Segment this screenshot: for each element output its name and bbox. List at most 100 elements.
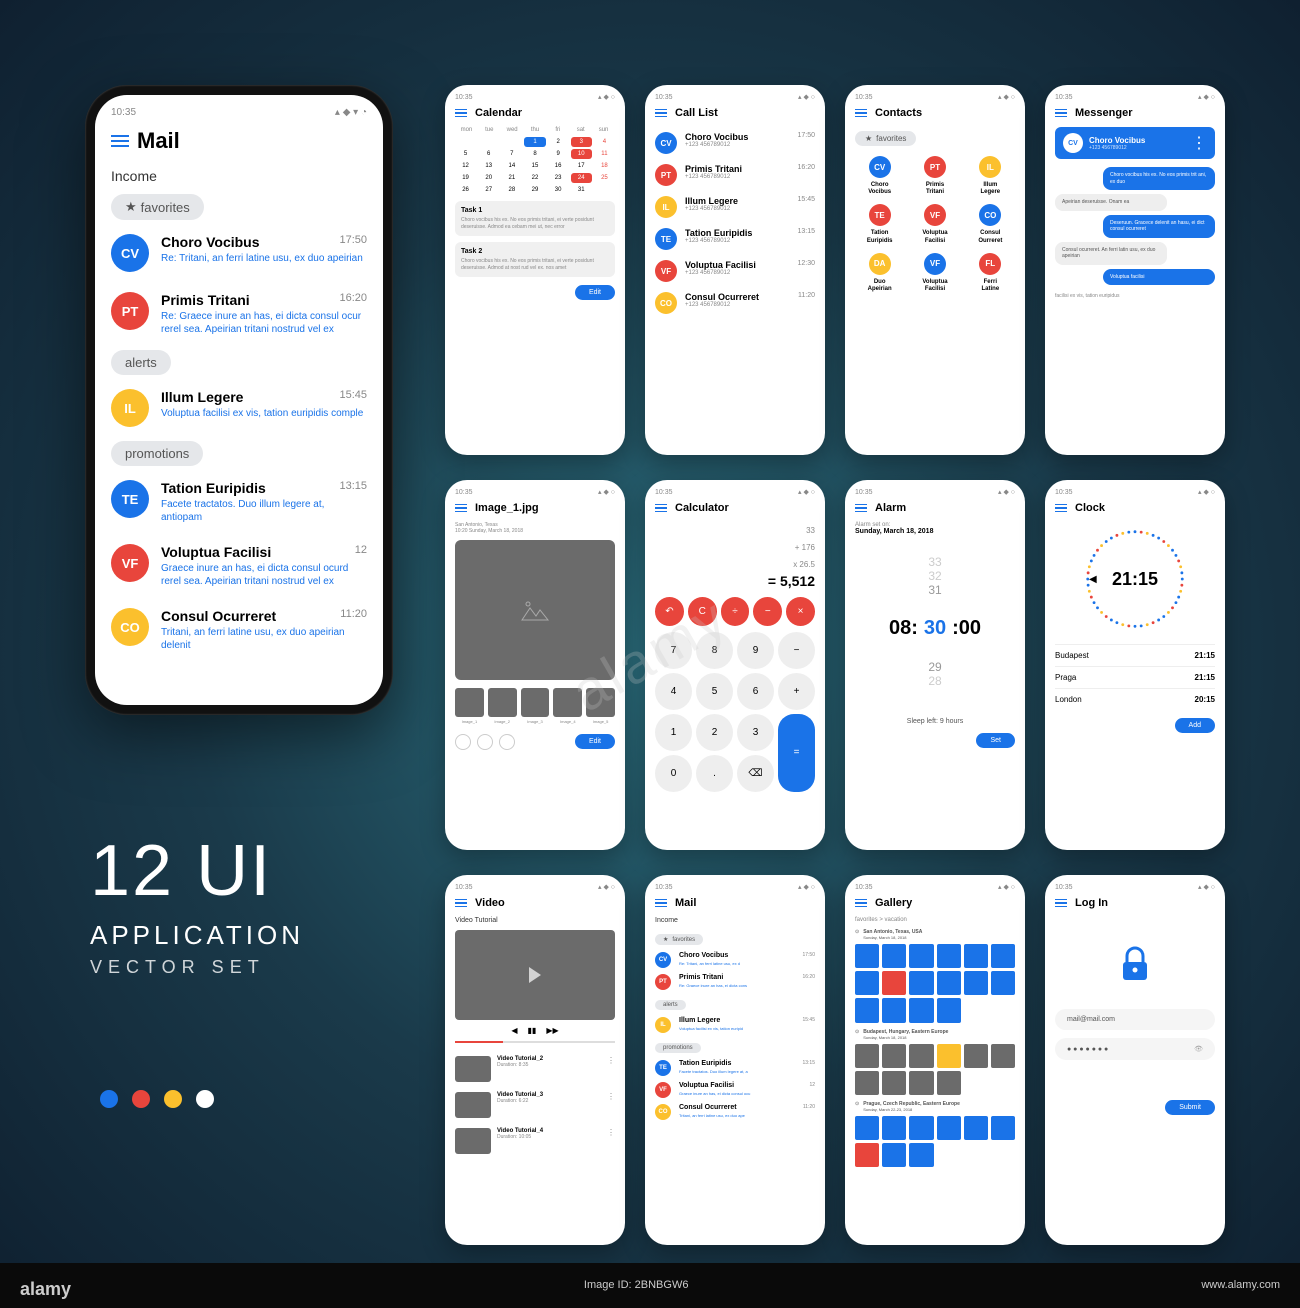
eye-icon[interactable]: 👁 (1194, 1045, 1203, 1053)
calendar-day[interactable]: 31 (571, 185, 592, 195)
gallery-tile[interactable] (882, 1044, 906, 1068)
message-bubble[interactable]: Apeirian deseruisse. Onam ea (1055, 194, 1167, 211)
video-list-item[interactable]: Video Tutorial_3Duration: 6:22 ⋮ (455, 1087, 615, 1123)
calc-op-button[interactable]: C (688, 597, 717, 626)
task-card[interactable]: Task 2Choro vocibus his ex. No eos primi… (455, 242, 615, 277)
menu-icon[interactable] (1055, 109, 1067, 118)
call-item[interactable]: TE Tation Euripidis13:15 +123 456789012 (655, 223, 815, 255)
gallery-tile[interactable] (882, 971, 906, 995)
gallery-tile[interactable] (991, 1044, 1015, 1068)
gallery-tile[interactable] (882, 1071, 906, 1095)
calendar-day[interactable]: 21 (501, 173, 522, 183)
gallery-tile[interactable] (909, 1071, 933, 1095)
calendar-day[interactable]: 30 (548, 185, 569, 195)
progress-bar[interactable] (455, 1041, 615, 1043)
calc-key[interactable]: + (778, 673, 815, 710)
alerts-pill[interactable]: alerts (111, 350, 171, 375)
mail-item[interactable]: CO Consul Ocurreret11:20 Tritani, an fer… (655, 1101, 815, 1123)
calendar-day[interactable]: 18 (594, 161, 615, 171)
action-icon[interactable] (477, 734, 493, 750)
gallery-tile[interactable] (882, 1143, 906, 1167)
calc-key[interactable]: 9 (737, 632, 774, 669)
calc-key[interactable]: − (778, 632, 815, 669)
mail-item[interactable]: IL Illum Legere15:45 Voluptua facilisi e… (111, 379, 367, 437)
calendar-day[interactable]: 20 (478, 173, 499, 183)
calendar-day[interactable]: 2 (548, 137, 569, 147)
calendar-day[interactable]: 14 (501, 161, 522, 171)
calc-key[interactable]: ⌫ (737, 755, 774, 792)
calendar-day[interactable]: 7 (501, 149, 522, 159)
gallery-tile[interactable] (909, 1143, 933, 1167)
mail-item[interactable]: VF Voluptua Facilisi12 Graece inure an h… (111, 534, 367, 598)
contact-item[interactable]: CV ChoroVocibus (855, 156, 904, 196)
action-icon[interactable] (455, 734, 471, 750)
gallery-tile[interactable] (937, 1071, 961, 1095)
gallery-tile[interactable] (855, 971, 879, 995)
calc-key[interactable]: 1 (655, 714, 692, 751)
favorites-pill[interactable]: ★favorites (111, 194, 204, 220)
menu-icon[interactable] (655, 504, 667, 513)
time-picker[interactable]: 08: 30 :00 (855, 617, 1015, 640)
calc-key[interactable]: 4 (655, 673, 692, 710)
clock-city-row[interactable]: Budapest21:15 (1055, 644, 1215, 666)
gallery-tile[interactable] (855, 1116, 879, 1140)
calendar-day[interactable]: 19 (455, 173, 476, 183)
contact-item[interactable]: FL FerriLatine (966, 253, 1015, 293)
gallery-tile[interactable] (964, 944, 988, 968)
message-bubble[interactable]: Deseruun. Gracece delenit an hasu, ei di… (1103, 215, 1215, 238)
clock-city-row[interactable]: London20:15 (1055, 688, 1215, 710)
gallery-tile[interactable] (855, 1071, 879, 1095)
contact-item[interactable]: DA DuoApeirian (855, 253, 904, 293)
calendar-day[interactable]: 10 (571, 149, 592, 159)
menu-icon[interactable] (455, 504, 467, 513)
calendar-day[interactable]: 15 (524, 161, 545, 171)
submit-button[interactable]: Submit (1165, 1100, 1215, 1115)
calc-key[interactable]: = (778, 714, 815, 792)
menu-icon[interactable] (455, 899, 467, 908)
calc-key[interactable]: . (696, 755, 733, 792)
video-controls[interactable]: ◀▮▮▶▶ (455, 1026, 615, 1035)
calc-key[interactable]: 7 (655, 632, 692, 669)
message-bubble[interactable]: Consul ocurreret. An ferri latin usu, ex… (1055, 242, 1167, 265)
calendar-day[interactable]: 1 (524, 137, 545, 147)
calendar-day[interactable]: 11 (594, 149, 615, 159)
calendar-day[interactable]: 27 (478, 185, 499, 195)
calc-op-button[interactable]: × (786, 597, 815, 626)
gallery-tile[interactable] (991, 944, 1015, 968)
calc-op-button[interactable]: ÷ (721, 597, 750, 626)
thumbnail[interactable] (488, 688, 517, 717)
gallery-tile[interactable] (909, 1044, 933, 1068)
contact-item[interactable]: VF VoluptuaFacilisi (910, 204, 959, 244)
contact-item[interactable]: TE TationEuripidis (855, 204, 904, 244)
calendar-day[interactable]: 17 (571, 161, 592, 171)
menu-icon[interactable] (855, 899, 867, 908)
thumbnail[interactable] (521, 688, 550, 717)
calendar-day[interactable]: 4 (594, 137, 615, 147)
calc-op-button[interactable]: − (753, 597, 782, 626)
calendar-day[interactable]: 9 (548, 149, 569, 159)
gallery-tile[interactable] (882, 944, 906, 968)
gallery-tile[interactable] (964, 1044, 988, 1068)
gallery-tile[interactable] (909, 1116, 933, 1140)
calc-key[interactable]: 8 (696, 632, 733, 669)
thumbnail[interactable] (586, 688, 615, 717)
breadcrumb[interactable]: favorites > vacation (855, 917, 1015, 923)
mail-item[interactable]: VF Voluptua Facilisi12 Graece inure an h… (655, 1079, 815, 1101)
menu-icon[interactable] (855, 504, 867, 513)
call-item[interactable]: PT Primis Tritani16:20 +123 456789012 (655, 159, 815, 191)
clock-city-row[interactable]: Praga21:15 (1055, 666, 1215, 688)
calendar-day[interactable]: 23 (548, 173, 569, 183)
gallery-tile[interactable] (964, 1116, 988, 1140)
calendar-day[interactable]: 5 (455, 149, 476, 159)
gallery-tile[interactable] (882, 1116, 906, 1140)
gallery-tile[interactable] (855, 1143, 879, 1167)
contact-item[interactable]: PT PrimisTritani (910, 156, 959, 196)
promotions-pill[interactable]: promotions (111, 441, 203, 466)
calendar-day[interactable]: 24 (571, 173, 592, 183)
calendar-day[interactable]: 6 (478, 149, 499, 159)
contact-item[interactable]: CO ConsulOurreret (966, 204, 1015, 244)
contact-item[interactable]: VF VoluptuaFacilisi (910, 253, 959, 293)
message-bubble[interactable]: Voluptua facilisi (1103, 269, 1215, 286)
calendar-day[interactable]: 3 (571, 137, 592, 147)
mail-item[interactable]: CV Choro Vocibus17:50 Re: Tritani, an fe… (655, 949, 815, 971)
